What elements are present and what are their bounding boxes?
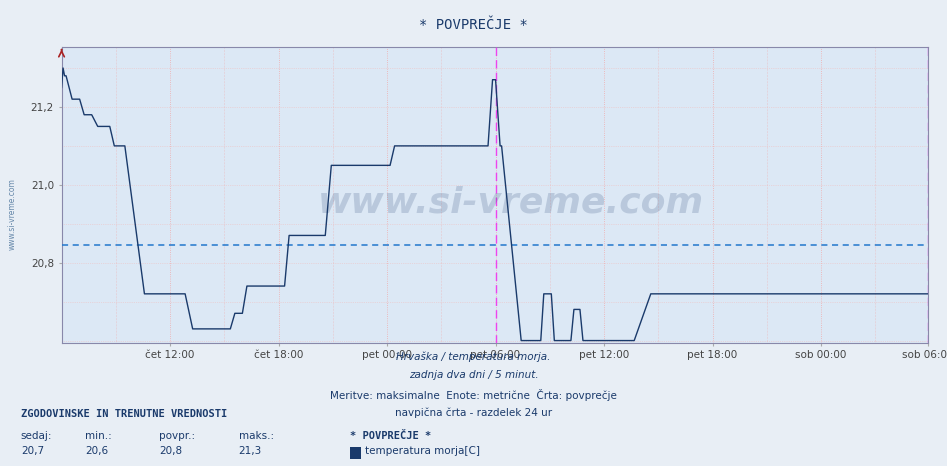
Text: * POVPREČJE *: * POVPREČJE * bbox=[420, 18, 527, 32]
Text: 20,6: 20,6 bbox=[85, 446, 108, 456]
Text: 21,3: 21,3 bbox=[239, 446, 262, 456]
Text: Meritve: maksimalne  Enote: metrične  Črta: povprečje: Meritve: maksimalne Enote: metrične Črta… bbox=[331, 389, 616, 401]
Text: povpr.:: povpr.: bbox=[159, 431, 195, 441]
Text: 20,7: 20,7 bbox=[21, 446, 44, 456]
Text: ZGODOVINSKE IN TRENUTNE VREDNOSTI: ZGODOVINSKE IN TRENUTNE VREDNOSTI bbox=[21, 410, 227, 419]
Text: www.si-vreme.com: www.si-vreme.com bbox=[8, 178, 17, 250]
Text: navpična črta - razdelek 24 ur: navpična črta - razdelek 24 ur bbox=[395, 408, 552, 418]
Text: zadnja dva dni / 5 minut.: zadnja dva dni / 5 minut. bbox=[409, 370, 538, 380]
Text: sedaj:: sedaj: bbox=[21, 431, 52, 441]
Text: temperatura morja[C]: temperatura morja[C] bbox=[365, 446, 479, 456]
Text: www.si-vreme.com: www.si-vreme.com bbox=[318, 186, 705, 219]
Text: Hrvaška / temperatura morja.: Hrvaška / temperatura morja. bbox=[396, 352, 551, 363]
Text: 20,8: 20,8 bbox=[159, 446, 182, 456]
Text: maks.:: maks.: bbox=[239, 431, 274, 441]
Text: min.:: min.: bbox=[85, 431, 112, 441]
Text: * POVPREČJE *: * POVPREČJE * bbox=[350, 431, 432, 441]
